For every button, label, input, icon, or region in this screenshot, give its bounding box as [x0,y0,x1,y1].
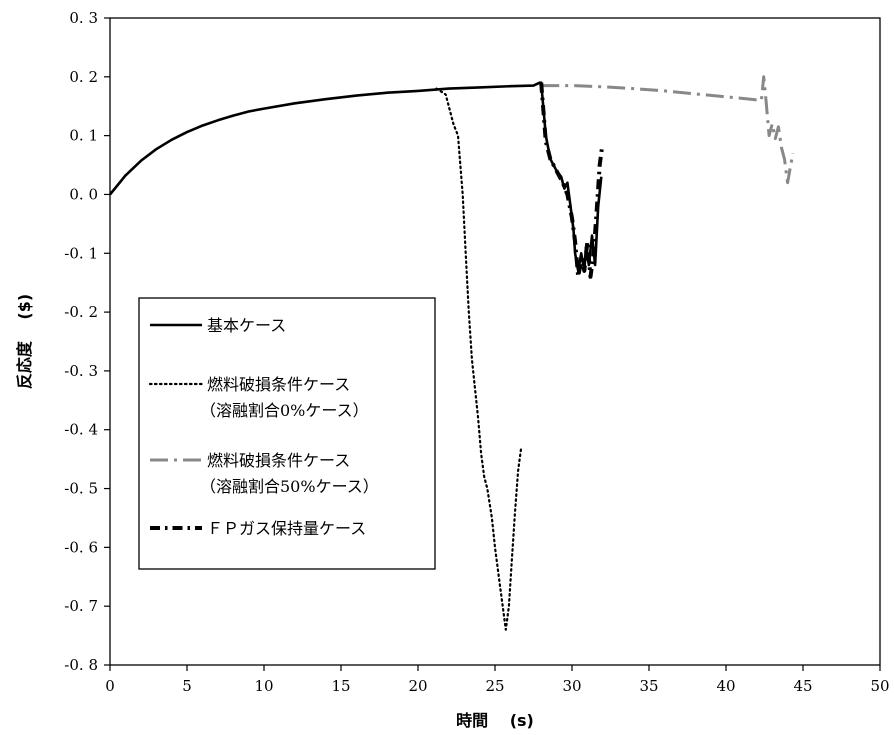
series-line-4 [539,82,604,279]
x-tick-label: 25 [485,677,504,695]
legend-label: （溶融割合0%ケース） [200,401,369,420]
x-tick-label: 35 [639,677,658,695]
legend-label: 燃料破損条件ケース [207,451,350,470]
y-tick-label: -0. 6 [64,538,98,556]
x-tick-label: 10 [254,677,273,695]
y-tick-label: -0. 4 [64,421,98,439]
y-tick-label: 0. 0 [69,185,98,203]
y-tick-label: -0. 2 [64,303,98,321]
legend-label: 燃料破損条件ケース [207,375,350,394]
legend-label: （溶融割合50%ケース） [200,477,379,496]
y-tick-label: -0. 5 [64,480,98,498]
y-axis-label: 反応度 ($) [15,294,34,389]
y-tick-label: -0. 7 [64,597,98,615]
legend-label: ＦＰガス保持量ケース [207,519,366,538]
x-tick-label: 5 [182,677,192,695]
x-tick-label: 15 [331,677,350,695]
legend-box [138,297,436,570]
x-tick-label: 20 [408,677,427,695]
y-axis: 0. 3 0. 2 0. 1 0. 0 -0. 1 -0. 2 -0. 3 -0. 4 -0. … [64,9,110,674]
x-axis: 0 5 10 15 20 25 30 35 40 45 50 [105,665,890,695]
y-tick-label: 0. 2 [69,68,98,86]
x-axis-label: 時間 (s) [456,711,534,730]
x-tick-label: 50 [870,677,889,695]
x-tick-label: 40 [716,677,735,695]
series-layer [108,75,795,631]
y-tick-label: -0. 1 [64,244,98,262]
y-tick-label: 0. 3 [69,9,98,27]
y-tick-label: 0. 1 [69,127,98,145]
legend-label: 基本ケース [207,316,286,335]
series-line-3 [541,75,795,185]
x-tick-label: 45 [793,677,812,695]
x-tick-label: 0 [105,677,115,695]
y-tick-label: -0. 8 [64,656,98,674]
y-tick-label: -0. 3 [64,362,98,380]
x-tick-label: 30 [562,677,581,695]
series-line-2 [435,87,523,631]
